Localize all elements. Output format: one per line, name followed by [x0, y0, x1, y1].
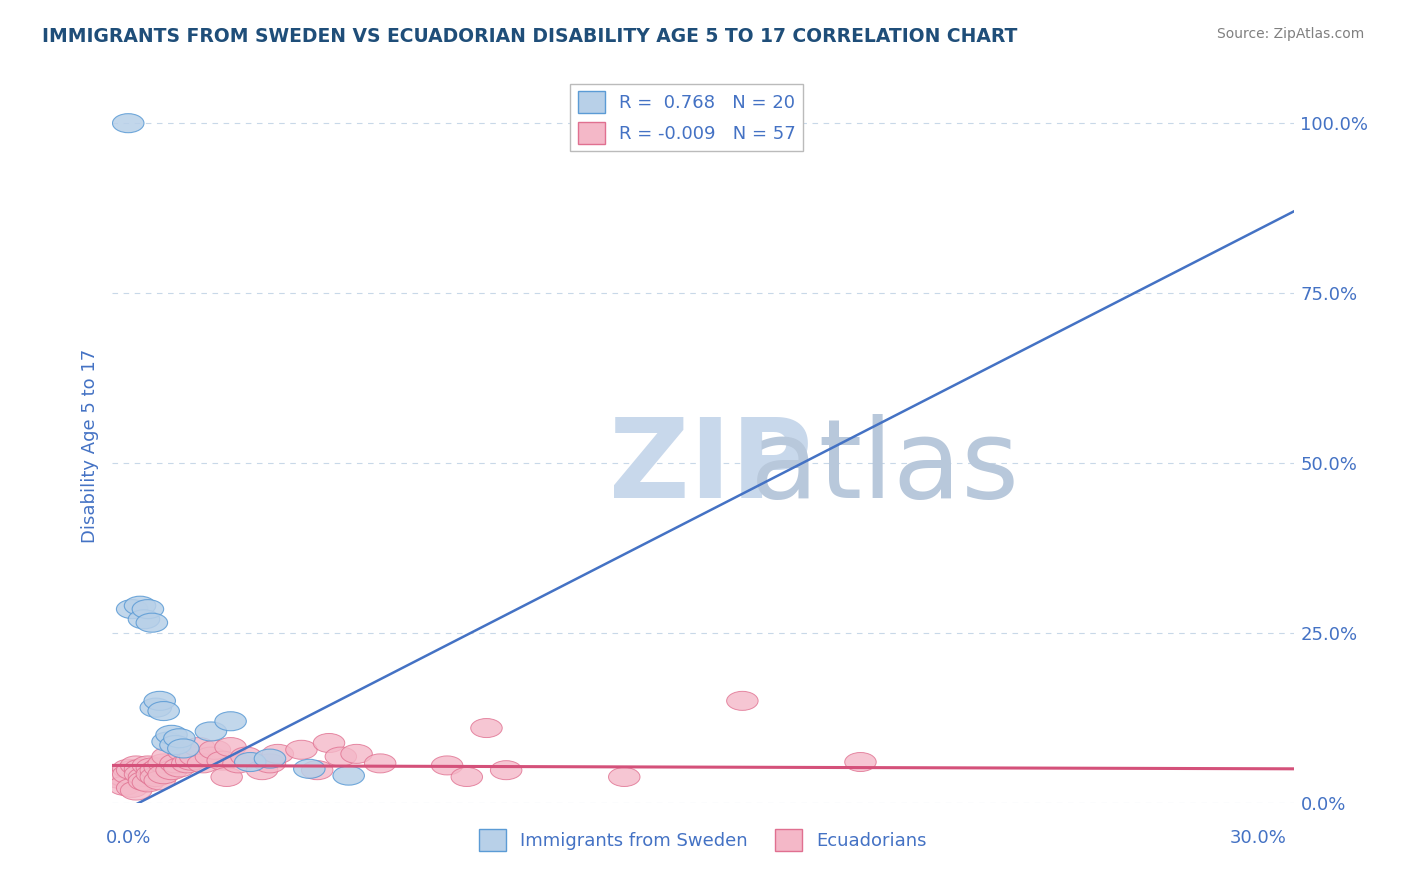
Ellipse shape: [294, 759, 325, 779]
Ellipse shape: [246, 761, 278, 780]
Ellipse shape: [180, 747, 211, 766]
Ellipse shape: [845, 753, 876, 772]
Ellipse shape: [136, 758, 167, 777]
Ellipse shape: [141, 761, 172, 780]
Ellipse shape: [156, 725, 187, 744]
Ellipse shape: [112, 759, 143, 779]
Ellipse shape: [195, 747, 226, 766]
Text: ZIP: ZIP: [609, 414, 811, 521]
Ellipse shape: [124, 764, 156, 784]
Ellipse shape: [143, 691, 176, 710]
Ellipse shape: [160, 736, 191, 755]
Ellipse shape: [141, 698, 172, 717]
Legend: Immigrants from Sweden, Ecuadorians: Immigrants from Sweden, Ecuadorians: [471, 822, 935, 858]
Ellipse shape: [609, 767, 640, 787]
Ellipse shape: [262, 744, 294, 764]
Ellipse shape: [215, 712, 246, 731]
Ellipse shape: [254, 749, 285, 768]
Ellipse shape: [156, 761, 187, 780]
Ellipse shape: [333, 766, 364, 785]
Ellipse shape: [254, 754, 285, 772]
Ellipse shape: [132, 756, 163, 775]
Y-axis label: Disability Age 5 to 17: Disability Age 5 to 17: [80, 349, 98, 543]
Ellipse shape: [195, 722, 226, 741]
Ellipse shape: [128, 610, 160, 629]
Ellipse shape: [141, 767, 172, 787]
Ellipse shape: [117, 779, 148, 797]
Ellipse shape: [285, 740, 318, 759]
Ellipse shape: [200, 740, 231, 759]
Ellipse shape: [163, 758, 195, 777]
Ellipse shape: [215, 738, 246, 756]
Ellipse shape: [128, 772, 160, 790]
Ellipse shape: [301, 761, 333, 780]
Ellipse shape: [148, 764, 180, 784]
Ellipse shape: [167, 742, 200, 762]
Ellipse shape: [148, 754, 180, 772]
Ellipse shape: [108, 776, 141, 796]
Ellipse shape: [101, 766, 132, 785]
Ellipse shape: [235, 753, 266, 772]
Ellipse shape: [104, 770, 136, 789]
Ellipse shape: [136, 764, 167, 784]
Ellipse shape: [117, 599, 148, 619]
Ellipse shape: [148, 701, 180, 721]
Ellipse shape: [160, 754, 191, 772]
Ellipse shape: [128, 767, 160, 787]
Ellipse shape: [727, 691, 758, 710]
Ellipse shape: [143, 758, 176, 777]
Ellipse shape: [172, 754, 202, 772]
Ellipse shape: [163, 729, 195, 747]
Ellipse shape: [121, 781, 152, 800]
Ellipse shape: [117, 761, 148, 780]
Ellipse shape: [432, 756, 463, 775]
Ellipse shape: [222, 754, 254, 772]
Text: atlas: atlas: [609, 414, 1018, 521]
Ellipse shape: [314, 733, 344, 753]
Ellipse shape: [167, 739, 200, 758]
Ellipse shape: [124, 759, 156, 779]
Ellipse shape: [112, 113, 143, 133]
Ellipse shape: [108, 767, 141, 787]
Ellipse shape: [112, 764, 143, 784]
Ellipse shape: [143, 771, 176, 790]
Text: Source: ZipAtlas.com: Source: ZipAtlas.com: [1216, 27, 1364, 41]
Ellipse shape: [471, 719, 502, 738]
Ellipse shape: [187, 754, 219, 772]
Ellipse shape: [121, 756, 152, 775]
Ellipse shape: [176, 751, 207, 770]
Ellipse shape: [231, 747, 262, 766]
Text: 0.0%: 0.0%: [105, 829, 150, 847]
Text: IMMIGRANTS FROM SWEDEN VS ECUADORIAN DISABILITY AGE 5 TO 17 CORRELATION CHART: IMMIGRANTS FROM SWEDEN VS ECUADORIAN DIS…: [42, 27, 1018, 45]
Ellipse shape: [132, 599, 163, 619]
Ellipse shape: [325, 747, 357, 766]
Ellipse shape: [152, 747, 183, 766]
Ellipse shape: [124, 596, 156, 615]
Ellipse shape: [207, 751, 239, 770]
Ellipse shape: [136, 613, 167, 632]
Text: 30.0%: 30.0%: [1230, 829, 1286, 847]
Ellipse shape: [183, 738, 215, 756]
Ellipse shape: [211, 767, 242, 787]
Ellipse shape: [340, 744, 373, 764]
Ellipse shape: [451, 767, 482, 787]
Ellipse shape: [364, 754, 396, 772]
Ellipse shape: [491, 761, 522, 780]
Ellipse shape: [132, 772, 163, 792]
Ellipse shape: [152, 732, 183, 751]
